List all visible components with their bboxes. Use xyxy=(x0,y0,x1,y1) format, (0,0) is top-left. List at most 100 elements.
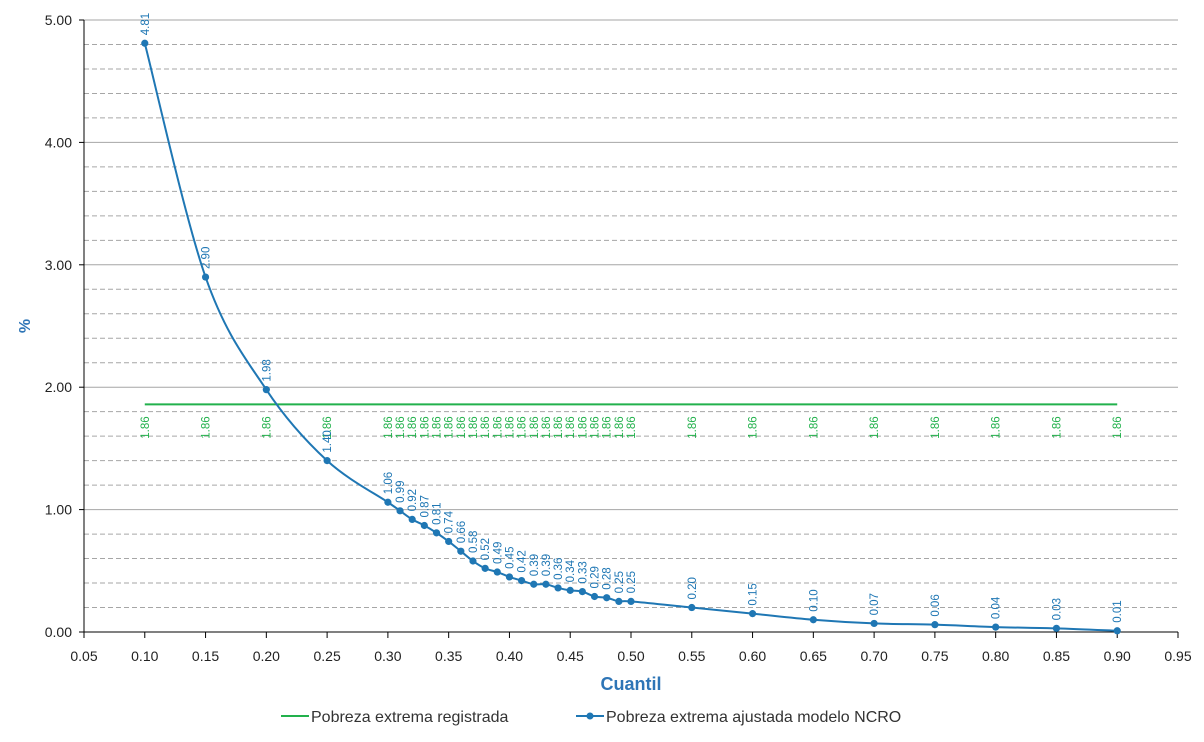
data-label-ajustada: 0.33 xyxy=(577,561,589,583)
data-label-registrada: 1.86 xyxy=(541,416,553,438)
data-label-ajustada: 0.58 xyxy=(468,531,480,553)
data-label-registrada: 1.86 xyxy=(748,416,760,438)
y-axis-title: % xyxy=(17,319,34,333)
data-label-ajustada: 1.40 xyxy=(322,430,334,452)
data-label-registrada: 1.86 xyxy=(492,416,504,438)
x-tick-label: 0.45 xyxy=(557,648,584,664)
data-label-registrada: 1.86 xyxy=(419,416,431,438)
data-point-ajustada xyxy=(505,573,514,581)
x-tick-label: 0.50 xyxy=(617,648,644,664)
x-tick-label: 0.40 xyxy=(496,648,523,664)
data-point-ajustada xyxy=(992,623,1000,631)
y-tick-labels: 0.00 1.00 2.00 3.00 4.00 5.00 xyxy=(45,12,72,640)
data-label-ajustada: 1.06 xyxy=(383,472,395,494)
data-label-registrada: 1.86 xyxy=(602,416,614,438)
data-label-ajustada: 0.39 xyxy=(541,554,553,576)
data-point-ajustada xyxy=(396,507,404,515)
data-label-registrada: 1.86 xyxy=(1051,416,1063,438)
x-tick-label: 0.90 xyxy=(1104,648,1131,664)
series-pobreza-extrema-ajustada xyxy=(141,39,1121,635)
data-label-registrada: 1.86 xyxy=(565,416,577,438)
data-point-ajustada xyxy=(931,621,939,629)
x-tick-label: 0.70 xyxy=(860,648,887,664)
data-point-ajustada xyxy=(542,580,550,588)
x-axis-title: Cuantil xyxy=(601,674,662,694)
data-point-ajustada xyxy=(408,515,416,523)
data-point-ajustada xyxy=(518,576,526,585)
data-point-ajustada xyxy=(870,619,878,628)
x-tick-label: 0.30 xyxy=(374,648,401,664)
data-label-registrada: 1.86 xyxy=(407,416,419,438)
data-label-ajustada: 0.45 xyxy=(504,547,516,569)
data-point-ajustada xyxy=(1052,624,1061,632)
data-label-ajustada: 0.25 xyxy=(626,571,638,593)
data-label-registrada: 1.86 xyxy=(322,416,334,438)
data-label-registrada: 1.86 xyxy=(383,416,395,438)
data-label-ajustada: 0.29 xyxy=(590,566,602,588)
data-label-registrada: 1.86 xyxy=(432,416,444,438)
data-label-ajustada: 4.81 xyxy=(140,13,152,35)
data-point-ajustada xyxy=(384,498,392,506)
x-tick-label: 0.80 xyxy=(982,648,1009,664)
data-point-ajustada xyxy=(578,588,586,596)
data-label-registrada: 1.86 xyxy=(480,416,492,438)
data-label-registrada: 1.86 xyxy=(808,416,820,438)
data-point-ajustada xyxy=(627,597,635,606)
data-label-registrada: 1.86 xyxy=(517,416,529,438)
legend: Pobreza extrema registrada Pobreza extre… xyxy=(281,709,901,726)
data-point-ajustada xyxy=(432,529,441,537)
data-label-ajustada: 0.36 xyxy=(553,558,565,580)
data-point-ajustada xyxy=(554,584,562,592)
data-label-registrada: 1.86 xyxy=(444,416,456,438)
y-tick-label: 1.00 xyxy=(45,502,72,518)
data-point-ajustada xyxy=(566,586,574,594)
data-label-ajustada: 0.87 xyxy=(419,495,431,517)
data-label-ajustada: 0.25 xyxy=(614,571,626,593)
data-label-registrada: 1.86 xyxy=(553,416,565,438)
data-label-registrada: 1.86 xyxy=(140,416,152,438)
data-point-ajustada xyxy=(481,564,489,572)
x-tick-label: 0.75 xyxy=(921,648,948,664)
data-point-ajustada xyxy=(457,547,465,555)
data-label-registrada: 1.86 xyxy=(687,416,699,438)
data-label-ajustada: 0.20 xyxy=(687,577,699,599)
data-label-registrada: 1.86 xyxy=(991,416,1003,438)
x-tick-label: 0.20 xyxy=(253,648,280,664)
y-tick-label: 4.00 xyxy=(45,134,72,150)
data-point-ajustada xyxy=(590,592,599,601)
data-point-ajustada xyxy=(530,580,538,588)
data-label-ajustada: 0.03 xyxy=(1051,598,1063,620)
x-tick-label: 0.10 xyxy=(131,648,158,664)
data-label-registrada: 1.86 xyxy=(869,416,881,438)
x-tick-label: 0.85 xyxy=(1043,648,1070,664)
data-point-ajustada xyxy=(493,568,501,576)
series-line-ajustada xyxy=(143,43,1118,632)
data-label-ajustada: 2.90 xyxy=(201,247,213,269)
legend-marker-ajustada xyxy=(586,712,594,720)
data-label-ajustada: 0.92 xyxy=(407,489,419,511)
data-label-ajustada: 0.07 xyxy=(869,593,881,615)
data-point-ajustada xyxy=(201,273,210,281)
data-label-registrada: 1.86 xyxy=(930,416,942,438)
data-point-ajustada xyxy=(809,616,817,624)
data-label-ajustada: 0.04 xyxy=(991,596,1003,619)
data-point-ajustada xyxy=(1113,627,1121,635)
x-tick-label: 0.25 xyxy=(313,648,340,664)
data-label-ajustada: 0.01 xyxy=(1112,600,1124,622)
data-label-registrada: 1.86 xyxy=(626,416,638,438)
data-point-ajustada xyxy=(420,521,428,530)
data-label-registrada: 1.86 xyxy=(468,416,480,438)
legend-label-registrada: Pobreza extrema registrada xyxy=(311,709,509,726)
data-label-registrada: 1.86 xyxy=(504,416,516,438)
y-tick-label: 2.00 xyxy=(45,379,72,395)
data-label-ajustada: 0.99 xyxy=(395,480,407,502)
data-point-ajustada xyxy=(469,557,477,565)
data-label-ajustada: 0.52 xyxy=(480,538,492,560)
data-label-ajustada: 0.74 xyxy=(444,510,456,533)
data-label-ajustada: 0.39 xyxy=(529,554,541,576)
x-tick-label: 0.05 xyxy=(70,648,97,664)
data-point-ajustada xyxy=(141,39,149,47)
legend-label-ajustada: Pobreza extrema ajustada modelo NCRO xyxy=(606,709,901,726)
data-label-ajustada: 0.28 xyxy=(602,567,614,589)
